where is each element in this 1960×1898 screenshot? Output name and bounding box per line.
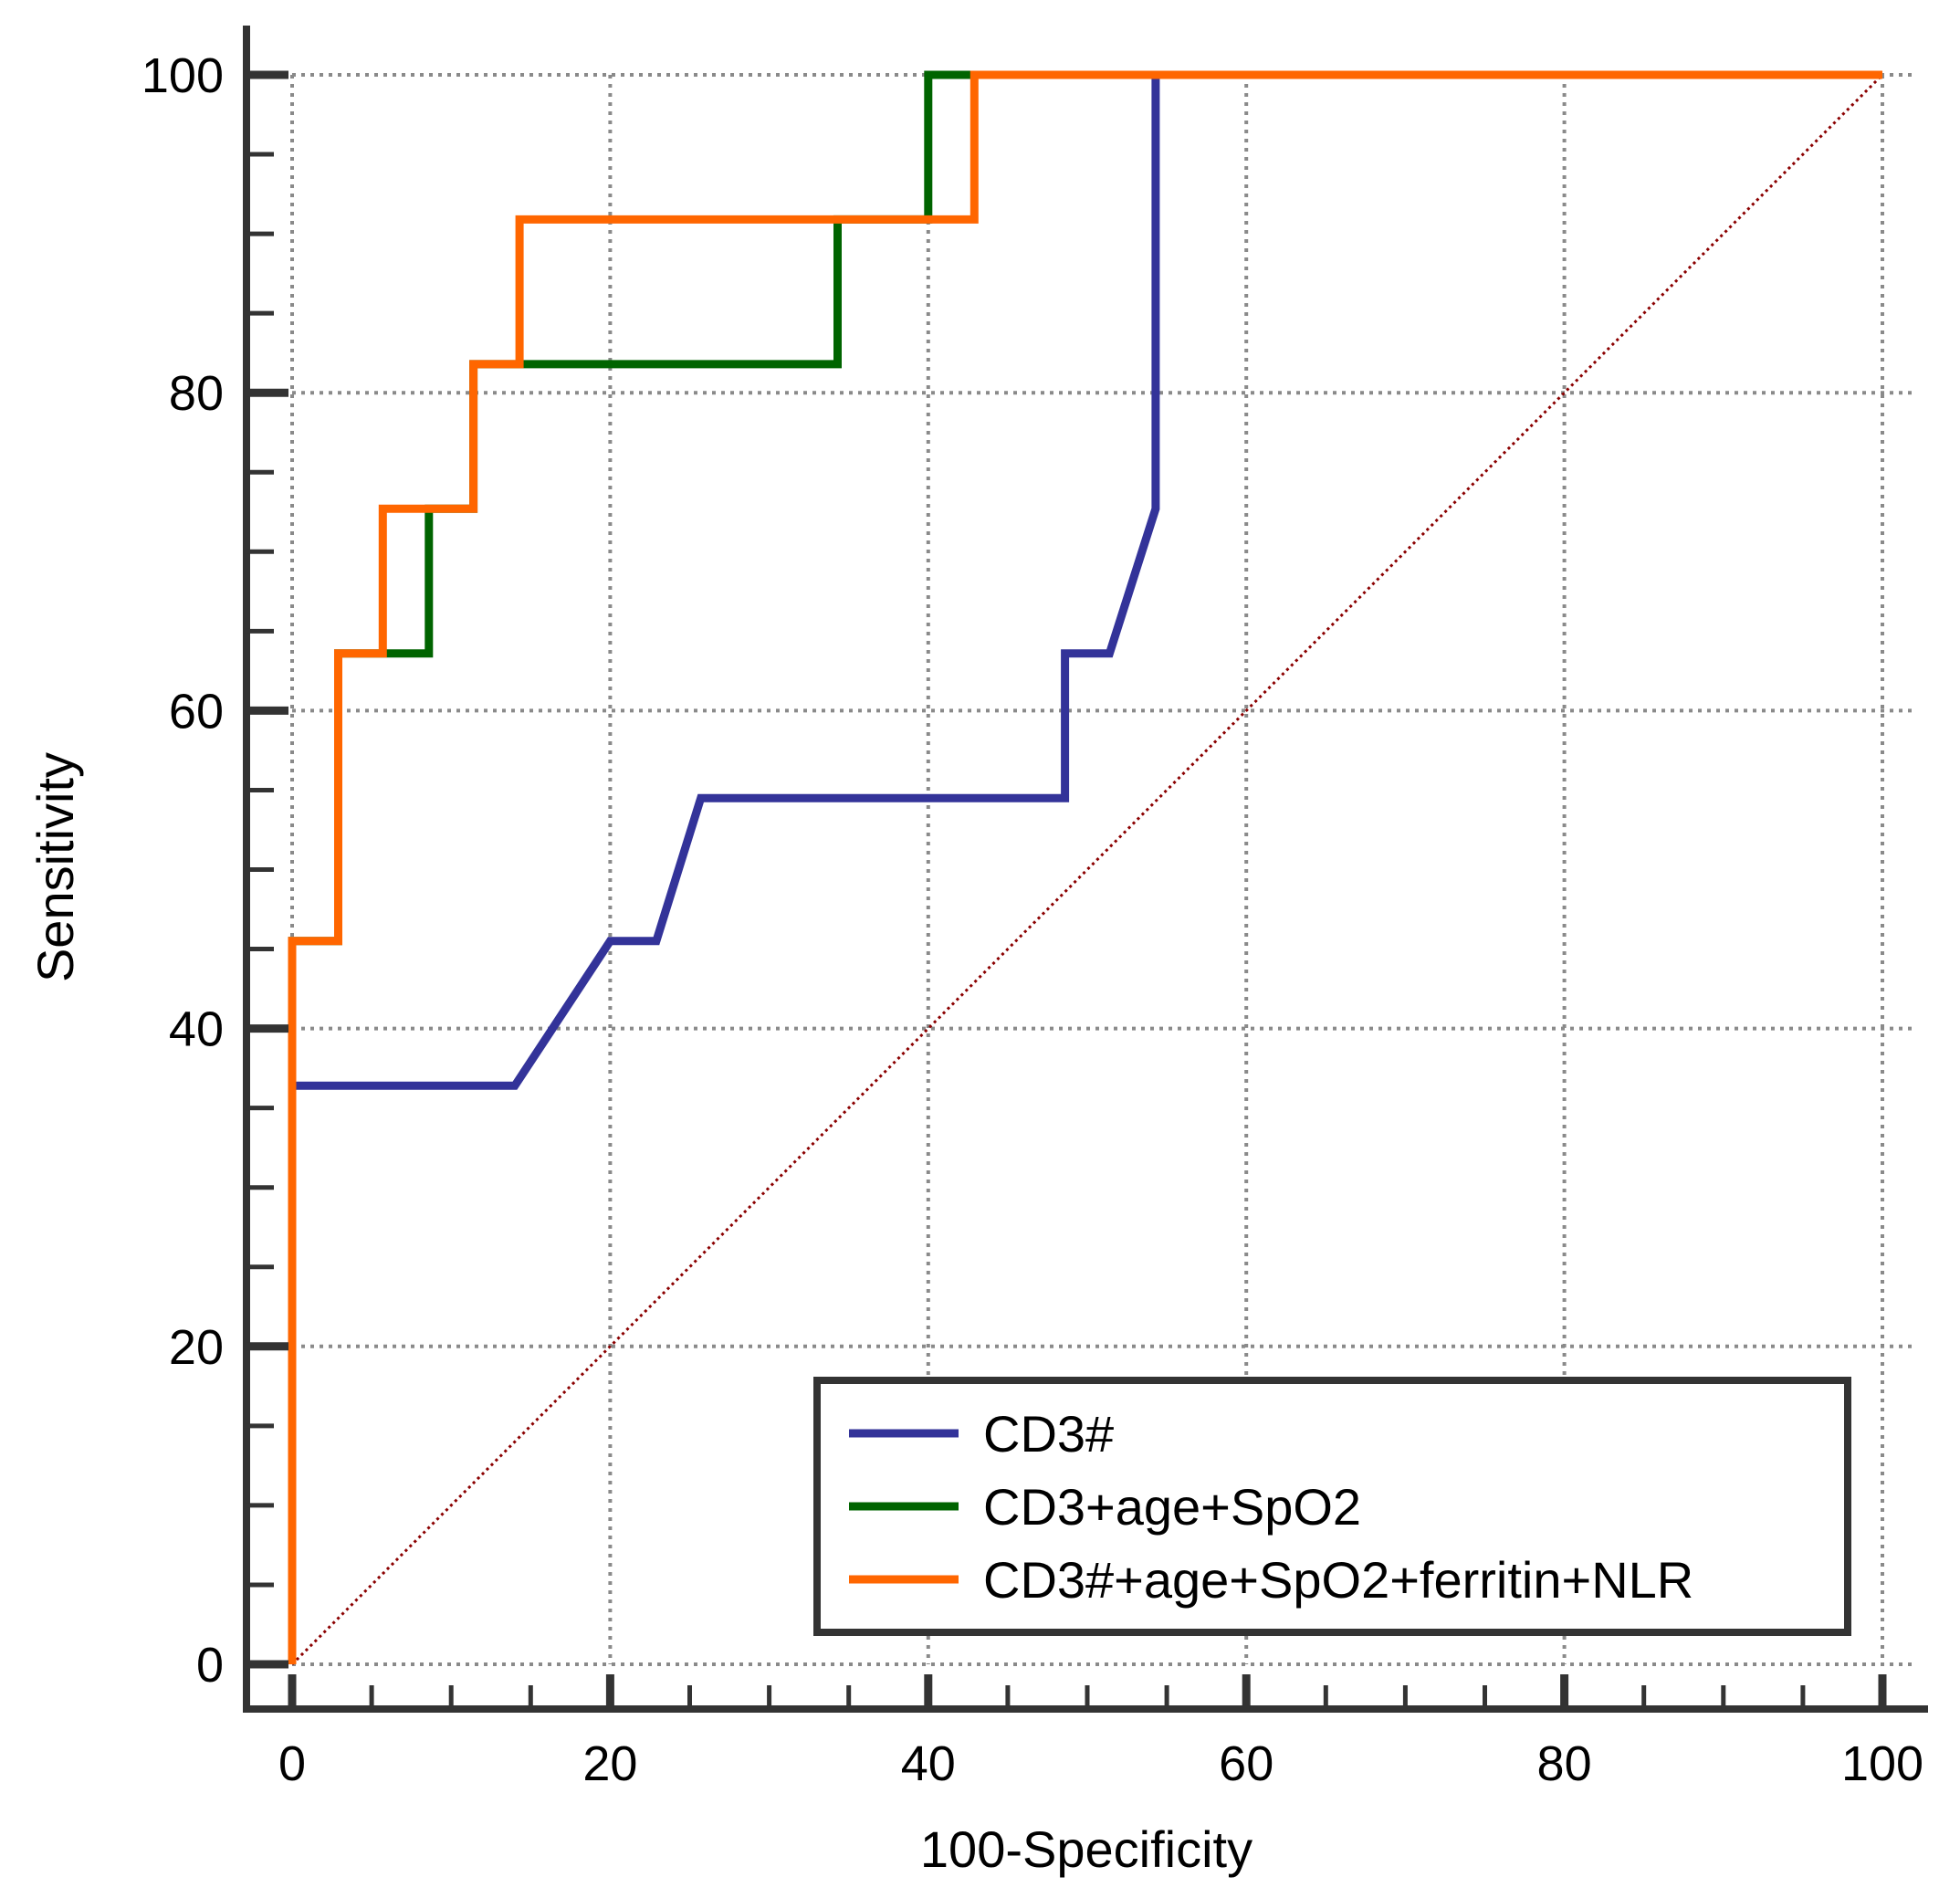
x-tick-label: 80 [1537,1736,1592,1791]
x-tick-label: 60 [1219,1736,1273,1791]
legend-label: CD3# [983,1405,1114,1463]
chance-diagonal-line [290,73,1884,1666]
tick-layer [246,70,1887,1709]
legend: CD3# CD3+age+SpO2 CD3#+age+SpO2+ferritin+N… [813,1377,1851,1636]
y-tick-label: 60 [169,684,224,739]
roc-curve-series-3 [288,70,1882,1664]
y-axis-title: Sensitivity [26,752,84,982]
x-tick-label: 40 [901,1736,956,1791]
x-tick-label: 100 [1841,1736,1923,1791]
series-layer [288,70,1882,1664]
roc-curve-series-1 [288,70,1882,1664]
y-tick-label: 0 [196,1638,224,1693]
tick-label-layer: 0 20 40 60 80 100 0 20 40 60 80 100 [141,48,1923,1791]
legend-label: CD3+age+SpO2 [983,1478,1361,1536]
y-tick-label: 40 [169,1002,224,1057]
legend-label: CD3#+age+SpO2+ferritin+NLR [983,1551,1693,1609]
y-tick-label: 100 [141,48,224,103]
y-tick-label: 80 [169,366,224,421]
y-tick-label: 20 [169,1320,224,1375]
x-axis-title: 100-Specificity [920,1820,1253,1878]
x-tick-label: 20 [582,1736,637,1791]
legend-box [813,1377,1851,1636]
x-tick-label: 0 [278,1736,306,1791]
legend-entries: CD3# CD3+age+SpO2 CD3#+age+SpO2+ferritin+N… [849,1405,1693,1609]
